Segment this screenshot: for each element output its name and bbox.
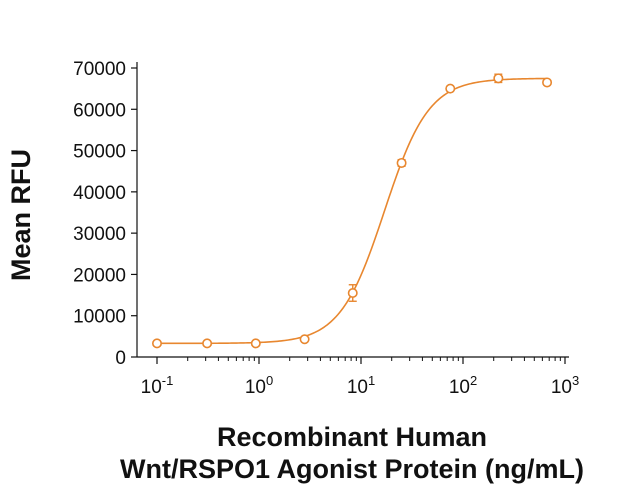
x-tick-label: 103 xyxy=(551,373,579,398)
y-tick-label: 0 xyxy=(115,348,126,369)
y-tick-label: 30000 xyxy=(73,224,126,245)
data-point xyxy=(396,157,407,168)
x-tick-label: 100 xyxy=(245,373,273,398)
data-point xyxy=(347,288,358,299)
data-point xyxy=(202,338,213,349)
y-tick-label: 50000 xyxy=(73,142,126,163)
y-axis: 0 10000 20000 30000 40000 50000 60000 70000 xyxy=(73,59,138,369)
data-point xyxy=(250,338,261,349)
data-points xyxy=(152,73,553,349)
fit-layer xyxy=(157,77,548,345)
y-tick-label: 20000 xyxy=(73,265,126,286)
fit-curve xyxy=(157,77,548,345)
x-tick-label: 101 xyxy=(347,373,375,398)
data-point xyxy=(445,83,456,94)
x-tick-label: 10-1 xyxy=(141,373,174,398)
y-tick-label: 60000 xyxy=(73,100,126,121)
y-tick-label: 10000 xyxy=(73,307,126,328)
x-axis-title-line-2: Wnt/RSPO1 Agonist Protein (ng/mL) xyxy=(120,454,584,484)
x-axis: 10-1 100 101 102 103 xyxy=(137,356,579,398)
x-axis-title-line-1: Recombinant Human xyxy=(217,422,487,452)
x-tick-label: 102 xyxy=(449,373,477,398)
y-tick-label: 40000 xyxy=(73,183,126,204)
y-axis-title: Mean RFU xyxy=(6,149,36,281)
data-point xyxy=(152,338,163,349)
data-point xyxy=(542,77,553,88)
data-point xyxy=(299,334,310,345)
data-point xyxy=(493,73,504,84)
y-tick-label: 70000 xyxy=(73,59,126,80)
